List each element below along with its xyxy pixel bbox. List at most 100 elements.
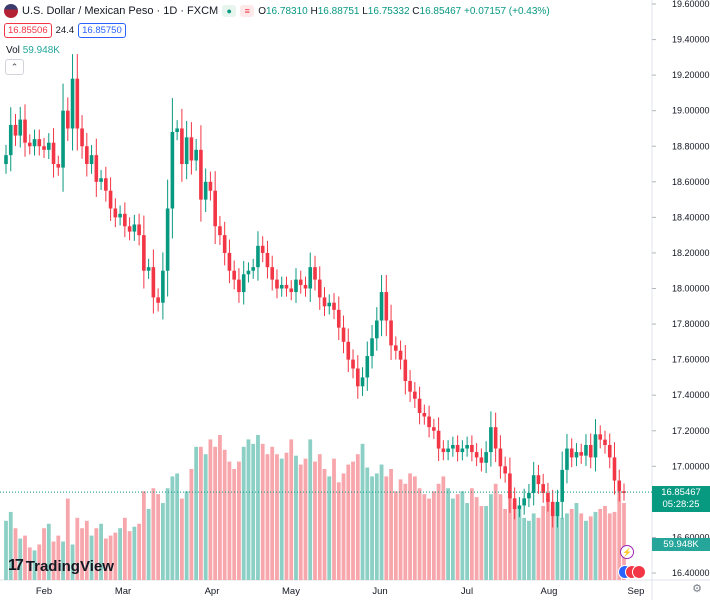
event-flag-icon[interactable] — [632, 565, 646, 579]
volume-bar — [51, 541, 56, 580]
settings-gear-icon[interactable]: ⚙ — [692, 583, 702, 595]
volume-bar — [512, 503, 517, 580]
volume-bar — [384, 476, 389, 580]
candle-body — [370, 338, 374, 357]
volume-bar — [203, 454, 208, 580]
x-tick-label: Jul — [461, 586, 473, 597]
collapse-legend-button[interactable]: ⌃ — [5, 59, 24, 75]
volume-bar — [65, 498, 70, 580]
buy-button[interactable]: 16.85750 — [78, 23, 126, 38]
lightning-icon[interactable]: ⚡ — [620, 545, 634, 559]
candle-body — [394, 345, 398, 351]
volume-bar — [436, 483, 441, 580]
candle-body — [275, 279, 279, 289]
symbol-title[interactable]: U.S. Dollar / Mexican Peso · 1D · FXCM — [22, 5, 219, 17]
volume-bar — [103, 538, 108, 580]
candle-body — [37, 139, 42, 147]
volume-bar — [61, 541, 65, 580]
candle-body — [598, 434, 603, 440]
candle-body — [384, 292, 389, 321]
volume-bar — [132, 526, 137, 580]
volume-bar — [89, 535, 94, 580]
volume-bar — [493, 483, 498, 580]
y-tick-label: 17.20000 — [672, 426, 710, 436]
y-tick-label: 16.40000 — [672, 568, 710, 578]
volume-bar — [541, 506, 546, 580]
candle-body — [260, 245, 265, 253]
volume-bar — [275, 454, 279, 580]
candle-body — [484, 452, 488, 463]
volume-bar — [270, 446, 275, 580]
candle-body — [218, 226, 222, 236]
x-tick-label: Feb — [36, 586, 52, 597]
candle-body — [65, 110, 70, 129]
candle-body — [593, 434, 598, 458]
volume-bar — [574, 503, 579, 580]
volume-bar — [170, 476, 175, 580]
candle-body — [279, 284, 284, 289]
volume-bar — [84, 520, 89, 580]
volume-tag-value: 59.948K — [663, 539, 699, 550]
flag-symbol-icon[interactable]: ≡ — [240, 5, 255, 17]
candle-body — [508, 473, 512, 499]
volume-bar — [189, 469, 194, 580]
candle-body — [313, 267, 317, 280]
volume-bar — [555, 503, 560, 580]
volume-bar — [622, 503, 626, 580]
y-tick-label: 17.80000 — [672, 319, 710, 329]
candle-body — [455, 444, 460, 453]
candle-body — [294, 279, 298, 293]
candle-body — [560, 469, 565, 502]
candle-body — [241, 274, 246, 293]
candle-body — [298, 279, 303, 285]
x-tick-label: Mar — [115, 586, 131, 597]
volume-bar — [498, 494, 503, 580]
bid-ask-row: 16.85506 24.4 16.85750 — [4, 23, 126, 38]
market-status-icon[interactable]: ● — [222, 5, 237, 17]
volume-bar — [32, 550, 37, 580]
volume-bar — [374, 473, 379, 580]
candle-body — [360, 377, 365, 387]
candle-body — [336, 309, 341, 328]
volume-bar — [56, 535, 61, 580]
volume-bar — [370, 476, 374, 580]
volume-bar — [4, 520, 8, 580]
volume-bar — [260, 443, 265, 580]
candle-body — [541, 484, 545, 493]
tradingview-wordmark: TradingView — [25, 557, 114, 575]
candle-body — [365, 356, 370, 378]
x-tick-label: Apr — [205, 586, 220, 597]
volume-bar — [332, 458, 336, 580]
last-price-tag: 16.85467 05:28:25 — [652, 486, 710, 512]
candle-body — [127, 226, 132, 232]
tradingview-mark-icon: 17 — [8, 557, 24, 574]
volume-bar — [565, 513, 569, 580]
y-tick-label: 19.20000 — [672, 70, 710, 80]
volume-bar — [488, 494, 493, 580]
volume-bar — [179, 498, 184, 580]
candle-body — [99, 178, 103, 182]
volume-bar — [8, 511, 13, 580]
candle-body — [308, 267, 313, 289]
tradingview-logo[interactable]: 17 TradingView — [8, 557, 114, 575]
volume-bar — [355, 454, 360, 580]
volume-bar — [441, 476, 446, 580]
candle-body — [465, 444, 469, 449]
y-tick-label: 17.00000 — [672, 461, 710, 471]
sell-button[interactable]: 16.85506 — [4, 23, 52, 38]
candle-body — [460, 448, 465, 453]
candle-body — [189, 137, 194, 161]
candle-body — [327, 302, 332, 307]
volume-bar — [465, 503, 470, 580]
candle-body — [108, 190, 113, 209]
volume-bar — [546, 498, 550, 580]
volume-bar — [327, 476, 332, 580]
volume-bar — [94, 528, 99, 580]
candle-body — [607, 444, 612, 458]
volume-bar — [422, 494, 427, 580]
candle-body — [246, 270, 251, 275]
candle-body — [23, 119, 27, 143]
candle-body — [436, 430, 441, 449]
volume-bar — [417, 488, 422, 580]
